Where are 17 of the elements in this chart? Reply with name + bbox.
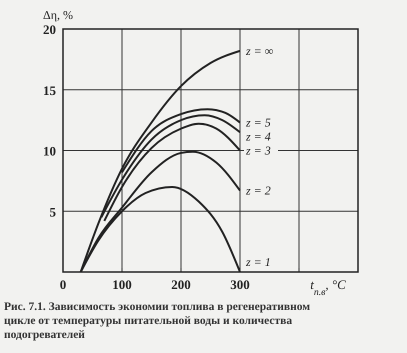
x-tick-label: 300 — [230, 277, 250, 292]
x-tick-label: 100 — [112, 277, 132, 292]
text: Рис. 7.1. Зависимость экономии топлива в регенеративном цикле от температуры питательной воды и количества подогревателей — [4, 301, 310, 341]
series-label: z = 5 — [245, 116, 271, 130]
y-tick-label: 15 — [43, 82, 56, 98]
series-label: z = ∞ — [245, 44, 274, 58]
series-label: z = 1 — [245, 255, 271, 269]
y-tick-label: 10 — [43, 144, 56, 158]
y-tick-label: 20 — [43, 22, 56, 37]
x-tick-label: 0 — [60, 277, 66, 292]
y-axis-title: Δη, % — [43, 8, 73, 22]
series-label: z = 2 — [245, 184, 271, 198]
series-label: z = 4 — [245, 130, 271, 144]
x-axis-title: t$_{п.в}$, °C — [310, 277, 346, 298]
y-tick-label: 5 — [50, 204, 56, 220]
series-label: z = 3 — [245, 144, 271, 158]
x-tick-label: 200 — [171, 277, 191, 292]
